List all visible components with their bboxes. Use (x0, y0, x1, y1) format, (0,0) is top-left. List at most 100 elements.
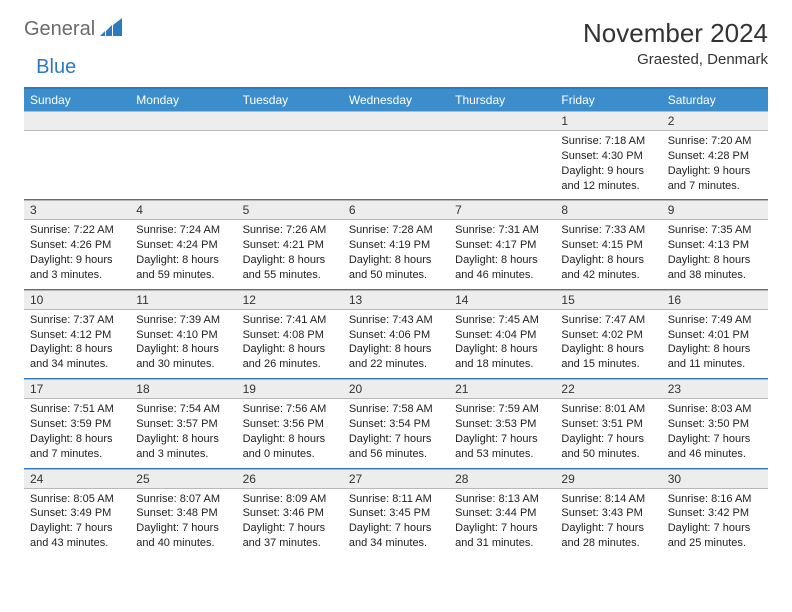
weeks-container: .....12Sunrise: 7:18 AMSunset: 4:30 PMDa… (24, 111, 768, 557)
day-number: 28 (449, 469, 555, 489)
day-cell: Sunrise: 7:59 AMSunset: 3:53 PMDaylight:… (449, 399, 555, 467)
daylight-line: Daylight: 7 hours and 40 minutes. (136, 521, 230, 551)
day-cell: Sunrise: 7:56 AMSunset: 3:56 PMDaylight:… (237, 399, 343, 467)
sunrise-line: Sunrise: 7:43 AM (349, 313, 443, 328)
day-cell: Sunrise: 7:18 AMSunset: 4:30 PMDaylight:… (555, 131, 661, 199)
sunset-line: Sunset: 3:56 PM (243, 417, 337, 432)
day-number: 6 (343, 200, 449, 220)
daylight-line: Daylight: 8 hours and 42 minutes. (561, 253, 655, 283)
day-cell: Sunrise: 7:41 AMSunset: 4:08 PMDaylight:… (237, 310, 343, 378)
day-number: 24 (24, 469, 130, 489)
day-cell: Sunrise: 8:07 AMSunset: 3:48 PMDaylight:… (130, 489, 236, 557)
sunrise-line: Sunrise: 7:56 AM (243, 402, 337, 417)
sunset-line: Sunset: 3:46 PM (243, 506, 337, 521)
dow-friday: Friday (555, 89, 661, 111)
sunset-line: Sunset: 4:21 PM (243, 238, 337, 253)
day-cell: Sunrise: 7:22 AMSunset: 4:26 PMDaylight:… (24, 220, 130, 288)
dow-wednesday: Wednesday (343, 89, 449, 111)
daylight-line: Daylight: 8 hours and 38 minutes. (668, 253, 762, 283)
day-number: 25 (130, 469, 236, 489)
sunrise-line: Sunrise: 7:20 AM (668, 134, 762, 149)
daylight-line: Daylight: 7 hours and 56 minutes. (349, 432, 443, 462)
daylight-line: Daylight: 7 hours and 53 minutes. (455, 432, 549, 462)
day-cell (449, 131, 555, 199)
sunrise-line: Sunrise: 7:37 AM (30, 313, 124, 328)
sunrise-line: Sunrise: 7:54 AM (136, 402, 230, 417)
day-number: 18 (130, 379, 236, 399)
day-number: . (237, 111, 343, 131)
daylight-line: Daylight: 8 hours and 22 minutes. (349, 342, 443, 372)
sunrise-line: Sunrise: 7:49 AM (668, 313, 762, 328)
sunrise-line: Sunrise: 8:09 AM (243, 492, 337, 507)
sunset-line: Sunset: 4:17 PM (455, 238, 549, 253)
daylight-line: Daylight: 9 hours and 12 minutes. (561, 164, 655, 194)
sunset-line: Sunset: 4:19 PM (349, 238, 443, 253)
day-number: 2 (662, 111, 768, 131)
day-cell: Sunrise: 7:54 AMSunset: 3:57 PMDaylight:… (130, 399, 236, 467)
sunset-line: Sunset: 4:26 PM (30, 238, 124, 253)
day-number: 27 (343, 469, 449, 489)
sunset-line: Sunset: 4:10 PM (136, 328, 230, 343)
week-daynum-row: .....12 (24, 111, 768, 131)
daylight-line: Daylight: 7 hours and 37 minutes. (243, 521, 337, 551)
day-number: 22 (555, 379, 661, 399)
day-cell: Sunrise: 7:26 AMSunset: 4:21 PMDaylight:… (237, 220, 343, 288)
sunrise-line: Sunrise: 7:58 AM (349, 402, 443, 417)
day-number: 1 (555, 111, 661, 131)
sunset-line: Sunset: 4:06 PM (349, 328, 443, 343)
daylight-line: Daylight: 8 hours and 55 minutes. (243, 253, 337, 283)
sunset-line: Sunset: 4:12 PM (30, 328, 124, 343)
day-number: . (343, 111, 449, 131)
sunset-line: Sunset: 4:15 PM (561, 238, 655, 253)
day-cell (24, 131, 130, 199)
day-number: 8 (555, 200, 661, 220)
sunset-line: Sunset: 3:42 PM (668, 506, 762, 521)
sunrise-line: Sunrise: 7:18 AM (561, 134, 655, 149)
day-cell: Sunrise: 8:03 AMSunset: 3:50 PMDaylight:… (662, 399, 768, 467)
day-cell: Sunrise: 7:39 AMSunset: 4:10 PMDaylight:… (130, 310, 236, 378)
sunset-line: Sunset: 3:57 PM (136, 417, 230, 432)
sunrise-line: Sunrise: 7:22 AM (30, 223, 124, 238)
sunrise-line: Sunrise: 7:39 AM (136, 313, 230, 328)
sunset-line: Sunset: 3:59 PM (30, 417, 124, 432)
sunrise-line: Sunrise: 8:05 AM (30, 492, 124, 507)
sunset-line: Sunset: 3:48 PM (136, 506, 230, 521)
day-number: 30 (662, 469, 768, 489)
daylight-line: Daylight: 7 hours and 28 minutes. (561, 521, 655, 551)
sunset-line: Sunset: 3:43 PM (561, 506, 655, 521)
sunrise-line: Sunrise: 7:24 AM (136, 223, 230, 238)
day-number: 20 (343, 379, 449, 399)
sunrise-line: Sunrise: 7:51 AM (30, 402, 124, 417)
sunset-line: Sunset: 4:08 PM (243, 328, 337, 343)
day-number: 14 (449, 290, 555, 310)
day-cell: Sunrise: 7:47 AMSunset: 4:02 PMDaylight:… (555, 310, 661, 378)
location-label: Graested, Denmark (583, 51, 768, 68)
daylight-line: Daylight: 9 hours and 3 minutes. (30, 253, 124, 283)
dow-thursday: Thursday (449, 89, 555, 111)
day-number: 5 (237, 200, 343, 220)
day-cell: Sunrise: 7:28 AMSunset: 4:19 PMDaylight:… (343, 220, 449, 288)
daylight-line: Daylight: 8 hours and 11 minutes. (668, 342, 762, 372)
day-cell: Sunrise: 7:43 AMSunset: 4:06 PMDaylight:… (343, 310, 449, 378)
day-number: 23 (662, 379, 768, 399)
day-cell: Sunrise: 8:09 AMSunset: 3:46 PMDaylight:… (237, 489, 343, 557)
day-number: 3 (24, 200, 130, 220)
week-body-row: Sunrise: 7:22 AMSunset: 4:26 PMDaylight:… (24, 220, 768, 288)
week-body-row: Sunrise: 7:51 AMSunset: 3:59 PMDaylight:… (24, 399, 768, 467)
logo-text-general: General (24, 18, 95, 41)
day-cell: Sunrise: 7:51 AMSunset: 3:59 PMDaylight:… (24, 399, 130, 467)
daylight-line: Daylight: 8 hours and 0 minutes. (243, 432, 337, 462)
calendar-table: Sunday Monday Tuesday Wednesday Thursday… (24, 87, 768, 557)
sunset-line: Sunset: 4:01 PM (668, 328, 762, 343)
daylight-line: Daylight: 8 hours and 34 minutes. (30, 342, 124, 372)
daylight-line: Daylight: 8 hours and 59 minutes. (136, 253, 230, 283)
sunrise-line: Sunrise: 7:26 AM (243, 223, 337, 238)
sunset-line: Sunset: 3:51 PM (561, 417, 655, 432)
day-number: 15 (555, 290, 661, 310)
day-number: 26 (237, 469, 343, 489)
dow-tuesday: Tuesday (237, 89, 343, 111)
week-daynum-row: 24252627282930 (24, 468, 768, 489)
daylight-line: Daylight: 8 hours and 7 minutes. (30, 432, 124, 462)
sunrise-line: Sunrise: 8:01 AM (561, 402, 655, 417)
title-block: November 2024 Graested, Denmark (583, 18, 768, 68)
